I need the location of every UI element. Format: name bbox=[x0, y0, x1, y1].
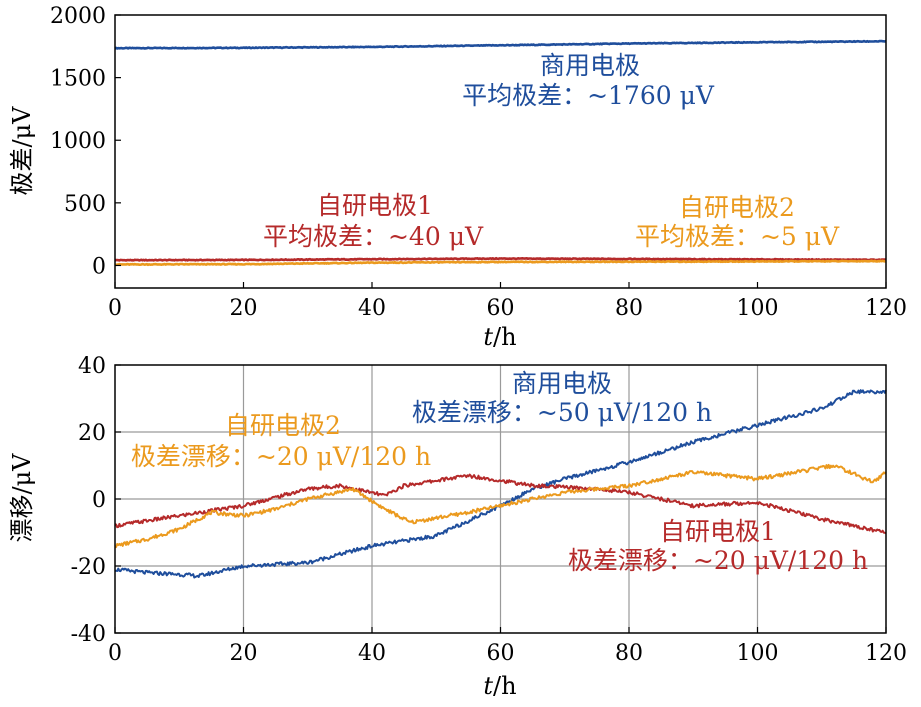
bottom-annotation-self2-title: 自研电极2 bbox=[225, 411, 341, 440]
bottom-annotation-commercial-detail: 极差漂移：~50 μV/120 h bbox=[412, 398, 712, 427]
top-y-ticks: 0 500 1000 1500 2000 bbox=[50, 4, 121, 279]
bottom-y-tick-label-1: -20 bbox=[71, 555, 106, 580]
bottom-x-tick-label-6: 120 bbox=[865, 641, 907, 666]
top-y-tick-label-2: 1000 bbox=[50, 129, 106, 154]
top-panel: 0 20 40 60 80 100 120 0 500 1000 1500 2000 t/h 极差/… bbox=[8, 4, 907, 351]
bottom-x-tick-label-4: 80 bbox=[615, 641, 643, 666]
bottom-y-tick-label-4: 40 bbox=[78, 354, 106, 379]
bottom-x-tick-label-2: 40 bbox=[358, 641, 386, 666]
bottom-x-tick-label-0: 0 bbox=[108, 641, 122, 666]
bottom-annotation-self1-title: 自研电极1 bbox=[660, 517, 776, 546]
top-annotation-self1-detail: 平均极差：~40 μV bbox=[263, 222, 484, 251]
bottom-x-tick-label-3: 60 bbox=[487, 641, 515, 666]
top-annotation-commercial-detail: 平均极差：~1760 μV bbox=[462, 81, 715, 110]
top-annotation-self2-title: 自研电极2 bbox=[679, 193, 795, 222]
top-annotation-commercial-title: 商用电极 bbox=[540, 51, 640, 80]
top-series-line-self1 bbox=[114, 256, 887, 262]
bottom-series-group bbox=[114, 389, 887, 579]
bottom-y-tick-label-2: 0 bbox=[92, 488, 106, 513]
bottom-panel: 0 20 40 60 80 100 120 -40 -20 0 20 40 t/h 漂移/μV 商用… bbox=[8, 354, 907, 700]
top-annotation-self2-detail: 平均极差：~5 μV bbox=[635, 222, 840, 251]
top-x-ticks: 0 20 40 60 80 100 120 bbox=[108, 282, 907, 321]
top-series-group bbox=[114, 39, 887, 267]
bottom-y-ticks: -40 -20 0 20 40 bbox=[71, 354, 121, 647]
top-y-axis-label: 极差/μV bbox=[8, 106, 36, 196]
bottom-y-axis-label: 漂移/μV bbox=[8, 453, 36, 543]
bottom-x-tick-label-1: 20 bbox=[230, 641, 258, 666]
top-x-tick-label-4: 80 bbox=[615, 296, 643, 321]
top-annotation-self1-title: 自研电极1 bbox=[317, 191, 433, 220]
top-y-tick-label-0: 0 bbox=[92, 254, 106, 279]
top-x-tick-label-6: 120 bbox=[865, 296, 907, 321]
bottom-x-axis-label: t/h bbox=[483, 672, 516, 700]
top-x-tick-label-1: 20 bbox=[230, 296, 258, 321]
bottom-annotation-self1-detail: 极差漂移：~20 μV/120 h bbox=[568, 546, 868, 575]
bottom-x-tick-label-5: 100 bbox=[737, 641, 779, 666]
top-x-axis-label: t/h bbox=[483, 323, 516, 351]
bottom-y-tick-label-3: 20 bbox=[78, 421, 106, 446]
bottom-series-line-self1 bbox=[114, 473, 887, 535]
top-x-tick-label-2: 40 bbox=[358, 296, 386, 321]
top-y-tick-label-1: 500 bbox=[64, 192, 106, 217]
top-y-tick-label-3: 1500 bbox=[50, 67, 106, 92]
top-series-line-commercial bbox=[114, 39, 887, 50]
top-x-tick-label-3: 60 bbox=[487, 296, 515, 321]
top-y-tick-label-4: 2000 bbox=[50, 4, 106, 29]
bottom-annotation-commercial-title: 商用电极 bbox=[512, 369, 612, 398]
bottom-annotation-self2-detail: 极差漂移：~20 μV/120 h bbox=[131, 442, 431, 471]
top-series-line-self2 bbox=[114, 259, 887, 267]
bottom-series-line-self2 bbox=[114, 463, 887, 549]
top-x-tick-label-5: 100 bbox=[737, 296, 779, 321]
top-x-tick-label-0: 0 bbox=[108, 296, 122, 321]
bottom-y-tick-label-0: -40 bbox=[71, 622, 106, 647]
bottom-x-ticks: 0 20 40 60 80 100 120 bbox=[108, 627, 907, 666]
